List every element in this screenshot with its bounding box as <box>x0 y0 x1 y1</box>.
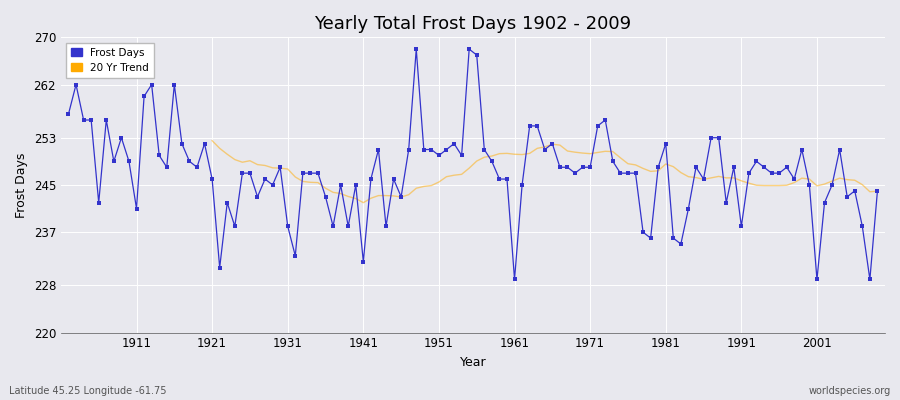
Y-axis label: Frost Days: Frost Days <box>15 152 28 218</box>
X-axis label: Year: Year <box>460 356 486 369</box>
Legend: Frost Days, 20 Yr Trend: Frost Days, 20 Yr Trend <box>66 42 154 78</box>
Text: Latitude 45.25 Longitude -61.75: Latitude 45.25 Longitude -61.75 <box>9 386 166 396</box>
Title: Yearly Total Frost Days 1902 - 2009: Yearly Total Frost Days 1902 - 2009 <box>314 15 632 33</box>
Text: worldspecies.org: worldspecies.org <box>809 386 891 396</box>
